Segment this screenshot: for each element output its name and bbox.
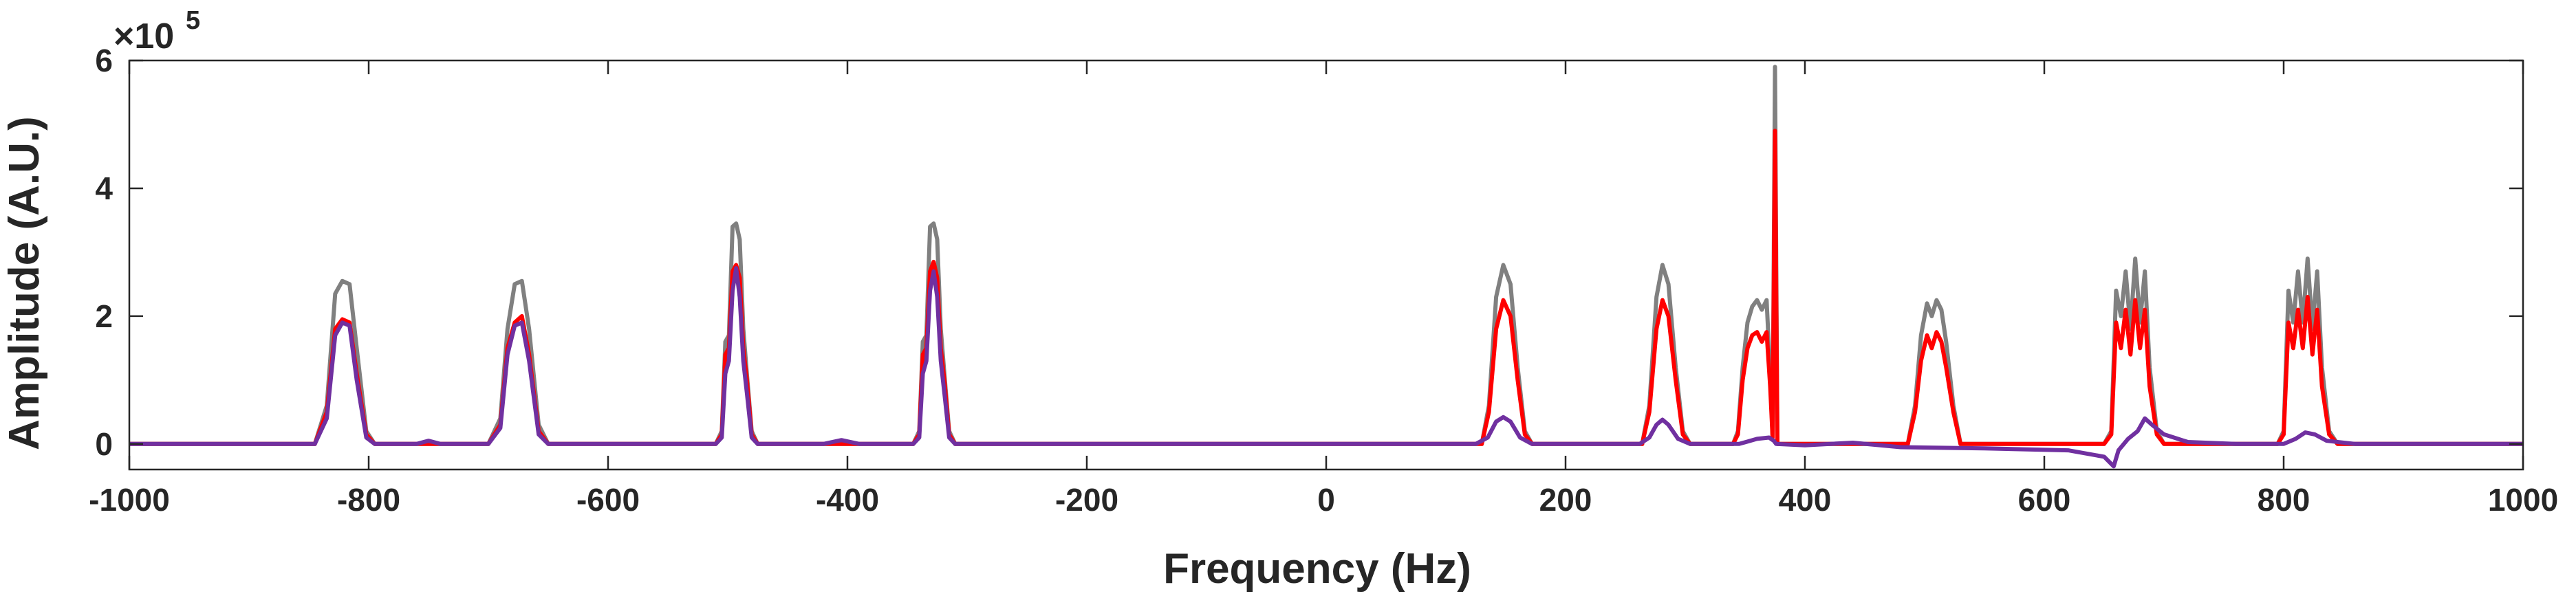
x-tick-label: -400 xyxy=(816,482,879,518)
y-tick-label: 6 xyxy=(95,43,113,78)
y-exponent-power: 5 xyxy=(186,6,200,35)
x-tick-label: 800 xyxy=(2258,482,2310,518)
y-exponent-base: ×10 xyxy=(113,16,174,56)
series-line-3 xyxy=(129,266,2523,469)
x-tick-label: 200 xyxy=(1539,482,1592,518)
x-tick-label: -1000 xyxy=(89,482,170,518)
ticks-layer: -1000 -800 -600 -400 -200 0 200 400 600 800 1000 0 2… xyxy=(89,43,2558,518)
x-tick-label: 400 xyxy=(1779,482,1832,518)
y-axis-label: Amplitude (A.U.) xyxy=(1,116,48,450)
x-tick-label: 1000 xyxy=(2488,482,2558,518)
x-tick-label: -600 xyxy=(576,482,640,518)
x-tick-label: 600 xyxy=(2018,482,2071,518)
x-tick-label: -200 xyxy=(1055,482,1118,518)
y-tick-label: 2 xyxy=(95,298,113,334)
series-layer xyxy=(129,65,2523,469)
x-tick-label: -800 xyxy=(337,482,400,518)
x-axis-label: Frequency (Hz) xyxy=(1163,545,1471,593)
y-tick-label: 4 xyxy=(95,170,113,206)
y-tick-label: 0 xyxy=(95,426,113,462)
x-tick-label: 0 xyxy=(1317,482,1335,518)
